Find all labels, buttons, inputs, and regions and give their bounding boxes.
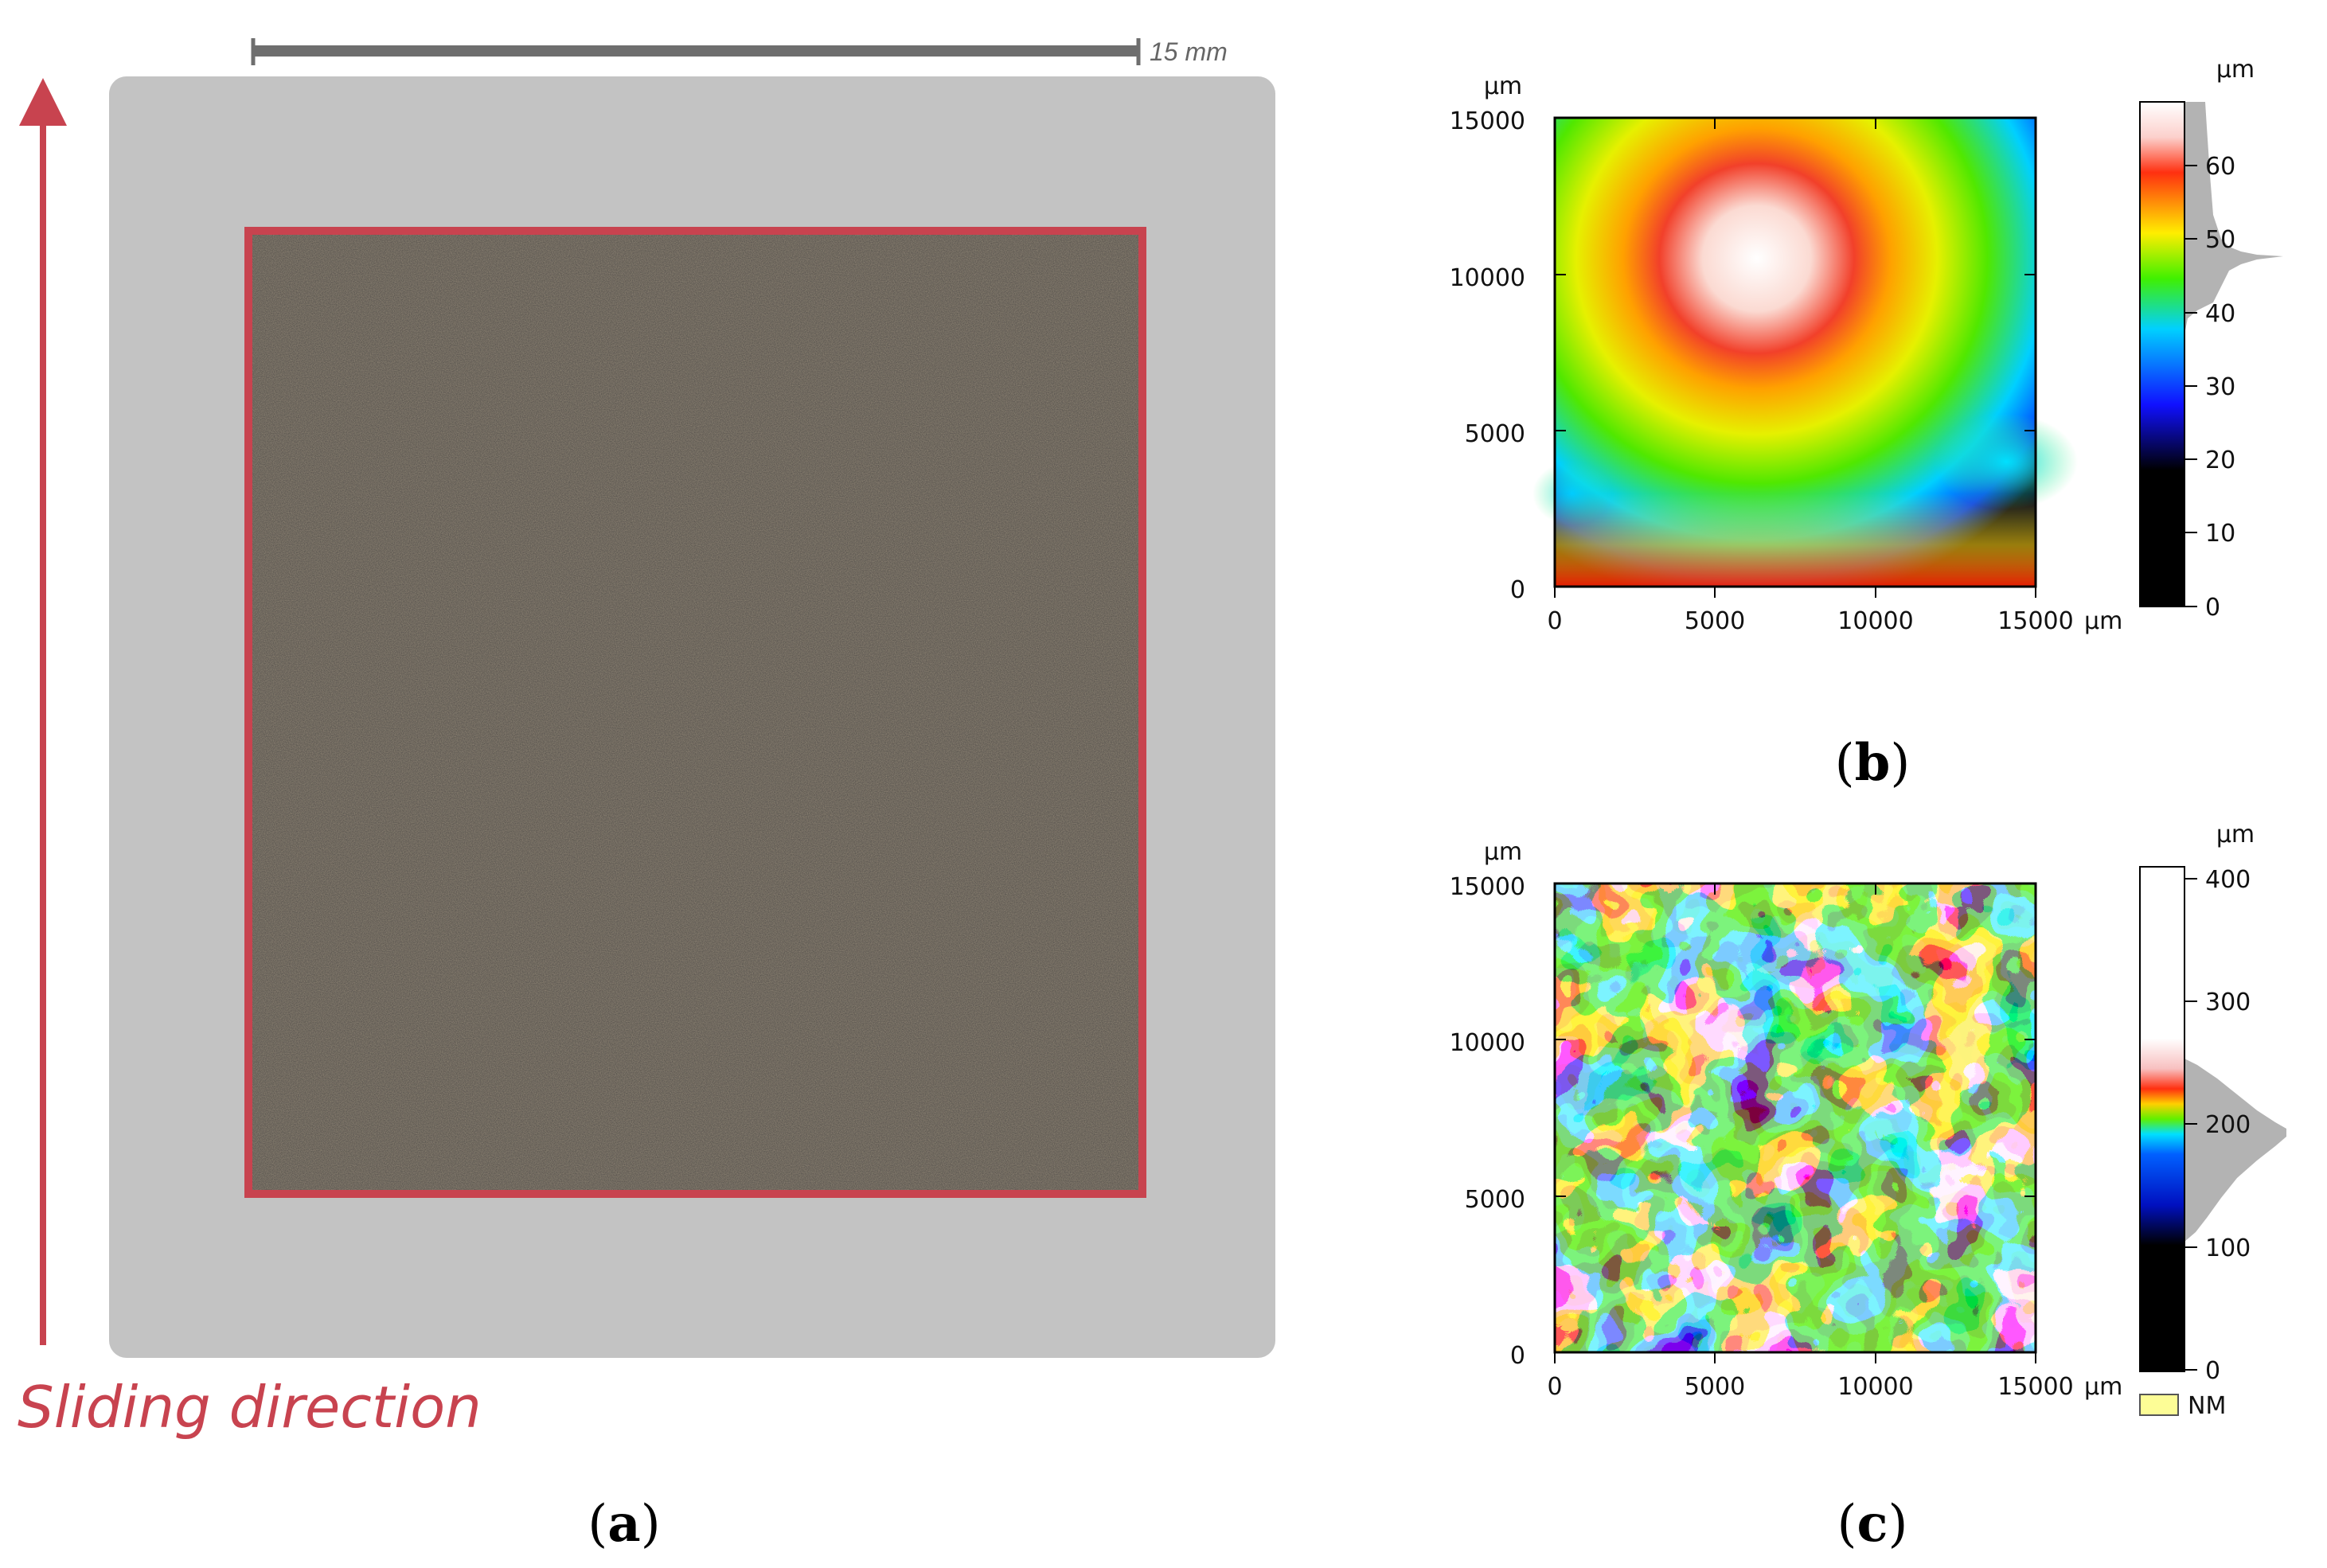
panel-a: 15 mm Sliding direction (a) (18, 37, 1275, 1554)
panel-c-x-tick: 15000 (1997, 1373, 2073, 1401)
panel-c-x-unit: µm (2084, 1373, 2122, 1401)
panel-b-colorbar-ticks (2184, 165, 2197, 607)
panel-b-caption: (b) (1835, 733, 1911, 793)
panel-c-y-tick: 5000 (1465, 1186, 1525, 1214)
panel-b-y-ticks (1554, 117, 2036, 598)
panel-c-colorbar-tick: 100 (2205, 1235, 2251, 1262)
panel-b-colorbar-unit: µm (2216, 56, 2255, 84)
panel-c-x-tick: 5000 (1685, 1373, 1745, 1401)
panel-b-x-tick: 10000 (1837, 607, 1913, 635)
panel-c-y-tick: 15000 (1450, 873, 1525, 901)
heightmap-b-axes (1553, 116, 2037, 588)
panel-c-histogram (2184, 1059, 2286, 1242)
panel-b-colorbar-tick: 20 (2205, 447, 2235, 474)
panel-b-histogram (2184, 102, 2283, 334)
panel-c-x-tick: 10000 (1837, 1373, 1913, 1401)
panel-c-colorbar-tick: 400 (2205, 866, 2251, 894)
panel-b-colorbar-tick: 30 (2205, 373, 2235, 401)
panel-b-colorbar-tick: 60 (2205, 153, 2235, 181)
panel-b-y-tick: 10000 (1450, 264, 1525, 292)
panel-c-colorbar-tick: 0 (2205, 1357, 2220, 1385)
panel-b-x-tick: 5000 (1685, 607, 1745, 635)
scale-bar-label: 15 mm (1150, 37, 1228, 66)
nm-legend-swatch (2139, 1394, 2179, 1416)
sliding-arrow-head-icon (19, 78, 67, 126)
panel-c-y-tick: 10000 (1450, 1029, 1525, 1057)
panel-b-colorbar-tick: 40 (2205, 300, 2235, 328)
nm-legend-label: NM (2188, 1392, 2226, 1420)
panel-c-x-tick: 0 (1547, 1373, 1562, 1401)
panel-a-caption: (a) (588, 1494, 660, 1554)
panel-b-y-tick: 15000 (1450, 107, 1525, 135)
panel-c-colorbar-tick: 200 (2205, 1111, 2251, 1139)
heightmap-c (1555, 883, 2036, 1352)
measurement-frame (244, 227, 1146, 1198)
panel-c-colorbar-unit: µm (2216, 821, 2255, 848)
heightmap-c-axes (1553, 882, 2037, 1354)
panel-b-x-tick: 15000 (1997, 607, 2073, 635)
panel-c-colorbar (2139, 866, 2185, 1372)
heightmap-b-bottom-band (1555, 493, 2036, 587)
panel-b-colorbar-tick: 10 (2205, 520, 2235, 548)
panel-b-x-unit: µm (2084, 607, 2122, 635)
panel-b-y-unit: µm (1484, 72, 1522, 100)
panel-b: µm 15000 10000 5000 0 0 5000 10000 15000… (1450, 56, 2283, 793)
panel-b-colorbar-tick: 0 (2205, 594, 2220, 622)
panel-b-x-tick: 0 (1547, 607, 1562, 635)
panel-c-y-unit: µm (1484, 838, 1522, 866)
panel-b-colorbar-tick: 50 (2205, 226, 2235, 254)
panel-b-y-tick: 0 (1510, 576, 1525, 604)
panel-c-colorbar-ticks (2184, 878, 2197, 1371)
panel-c-colorbar-tick: 300 (2205, 989, 2251, 1016)
panel-c: µm 15000 10000 5000 0 0 5000 10000 15000… (1450, 821, 2286, 1554)
sliding-direction-label: Sliding direction (18, 1374, 482, 1441)
panel-b-colorbar (2139, 101, 2185, 607)
heightmap-b-left-lobe (1532, 462, 1612, 525)
heightmap-b-right-lobe (1935, 414, 2078, 509)
panel-c-ticks (1554, 883, 2036, 1363)
surface-texture (248, 231, 1142, 1194)
panel-c-y-tick: 0 (1510, 1342, 1525, 1370)
panel-c-caption: (c) (1837, 1494, 1908, 1554)
panel-b-y-tick: 5000 (1465, 420, 1525, 448)
